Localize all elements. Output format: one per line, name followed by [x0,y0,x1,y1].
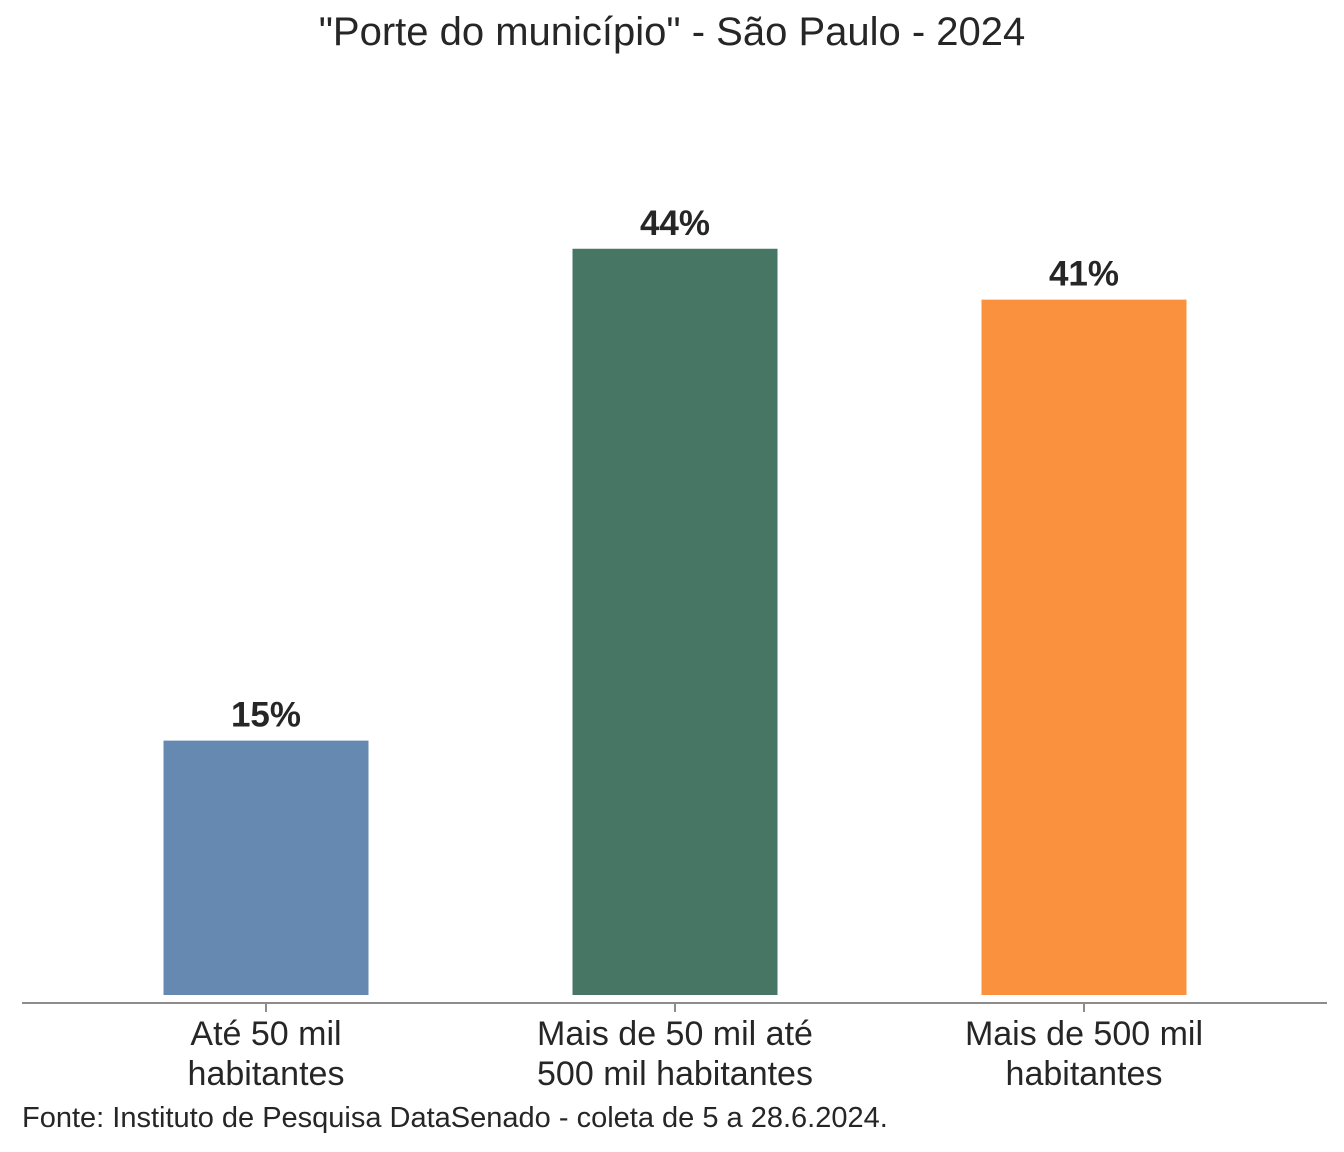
bar-2 [572,248,778,995]
category-label-line: habitantes [188,1055,345,1093]
category-label-line: 500 mil habitantes [537,1055,813,1093]
source-note: Fonte: Instituto de Pesquisa DataSenado … [22,1102,888,1134]
category-label-line: Mais de 500 mil [965,1015,1203,1053]
value-label-2: 44% [640,204,710,243]
bar-1 [163,740,369,995]
category-label-1: Até 50 mil habitantes [188,1015,345,1093]
category-label-line: Mais de 50 mil até [537,1015,813,1053]
bar-3 [981,299,1187,995]
x-axis-ticks [265,1003,1085,1012]
category-label-line: Até 50 mil [190,1015,341,1053]
category-label-line: habitantes [1006,1055,1163,1093]
chart-title: "Porte do município" - São Paulo - 2024 [318,10,1026,54]
bars-group [163,248,1187,995]
value-label-1: 15% [231,696,301,735]
value-label-3: 41% [1049,255,1119,294]
category-label-2: Mais de 50 mil até 500 mil habitantes [537,1015,813,1093]
category-label-3: Mais de 500 mil habitantes [965,1015,1203,1093]
value-labels-group: 15% 44% 41% [231,204,1119,735]
